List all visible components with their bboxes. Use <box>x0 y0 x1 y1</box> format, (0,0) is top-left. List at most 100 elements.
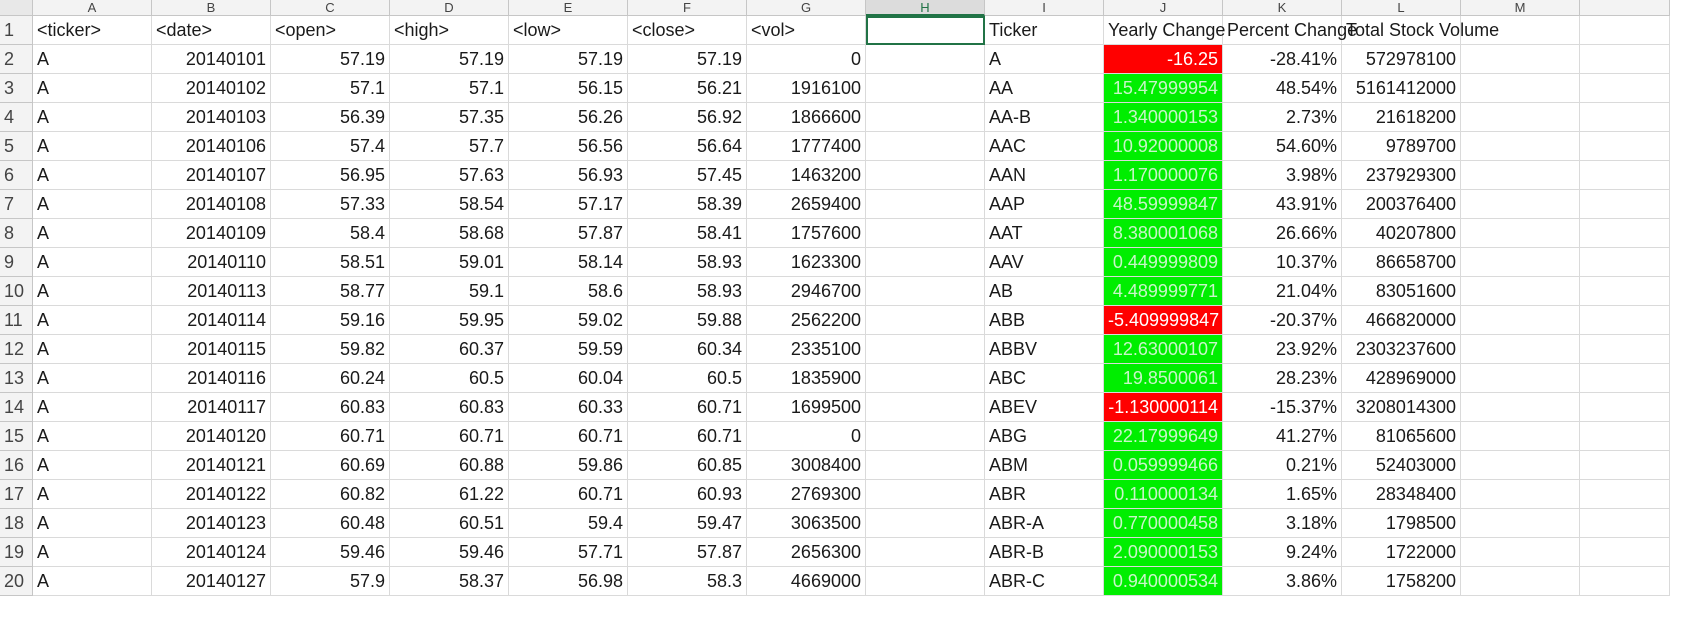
row-header-2[interactable]: 2 <box>0 45 33 74</box>
cell-i3[interactable]: AA <box>985 74 1104 103</box>
cell-d12[interactable]: 60.37 <box>390 335 509 364</box>
cell-f6[interactable]: 57.45 <box>628 161 747 190</box>
cell-g16[interactable]: 3008400 <box>747 451 866 480</box>
cell-h6[interactable] <box>866 161 985 190</box>
cell-g9[interactable]: 1623300 <box>747 248 866 277</box>
cell-f13[interactable]: 60.5 <box>628 364 747 393</box>
cell-b8[interactable]: 20140109 <box>152 219 271 248</box>
cell-e16[interactable]: 59.86 <box>509 451 628 480</box>
cell-j20[interactable]: 0.940000534 <box>1104 567 1223 596</box>
cell-e4[interactable]: 56.26 <box>509 103 628 132</box>
cell-g8[interactable]: 1757600 <box>747 219 866 248</box>
cell-m20[interactable] <box>1461 567 1580 596</box>
cell-h17[interactable] <box>866 480 985 509</box>
cell-h19[interactable] <box>866 538 985 567</box>
cell-h18[interactable] <box>866 509 985 538</box>
cell-j13[interactable]: 19.8500061 <box>1104 364 1223 393</box>
cell-l10[interactable]: 83051600 <box>1342 277 1461 306</box>
cell-a12[interactable]: A <box>33 335 152 364</box>
cell-a4[interactable]: A <box>33 103 152 132</box>
cell-k15[interactable]: 41.27% <box>1223 422 1342 451</box>
cell-a13[interactable]: A <box>33 364 152 393</box>
cell-k3[interactable]: 48.54% <box>1223 74 1342 103</box>
cell-b17[interactable]: 20140122 <box>152 480 271 509</box>
cell-a9[interactable]: A <box>33 248 152 277</box>
cell-c9[interactable]: 58.51 <box>271 248 390 277</box>
cell-e8[interactable]: 57.87 <box>509 219 628 248</box>
cell-l13[interactable]: 428969000 <box>1342 364 1461 393</box>
cell-a6[interactable]: A <box>33 161 152 190</box>
cell-l15[interactable]: 81065600 <box>1342 422 1461 451</box>
row-header-12[interactable]: 12 <box>0 335 33 364</box>
column-header-d[interactable]: D <box>390 0 509 16</box>
cell-c20[interactable]: 57.9 <box>271 567 390 596</box>
cell-f14[interactable]: 60.71 <box>628 393 747 422</box>
cell-a8[interactable]: A <box>33 219 152 248</box>
cell-k19[interactable]: 9.24% <box>1223 538 1342 567</box>
cell-g6[interactable]: 1463200 <box>747 161 866 190</box>
row-header-7[interactable]: 7 <box>0 190 33 219</box>
cell-d16[interactable]: 60.88 <box>390 451 509 480</box>
column-header-k[interactable]: K <box>1223 0 1342 16</box>
cell-b20[interactable]: 20140127 <box>152 567 271 596</box>
cell-j16[interactable]: 0.059999466 <box>1104 451 1223 480</box>
cell-l3[interactable]: 5161412000 <box>1342 74 1461 103</box>
cell-d13[interactable]: 60.5 <box>390 364 509 393</box>
cell-l14[interactable]: 3208014300 <box>1342 393 1461 422</box>
cell-a1[interactable]: <ticker> <box>33 16 152 45</box>
cell-e3[interactable]: 56.15 <box>509 74 628 103</box>
cell-a11[interactable]: A <box>33 306 152 335</box>
cell-d19[interactable]: 59.46 <box>390 538 509 567</box>
cell-g14[interactable]: 1699500 <box>747 393 866 422</box>
cell-m5[interactable] <box>1461 132 1580 161</box>
cell-m18[interactable] <box>1461 509 1580 538</box>
cell-f19[interactable]: 57.87 <box>628 538 747 567</box>
cell-e10[interactable]: 58.6 <box>509 277 628 306</box>
cell-m8[interactable] <box>1461 219 1580 248</box>
cell-l1[interactable]: Total Stock Volume <box>1342 16 1499 45</box>
cell-b11[interactable]: 20140114 <box>152 306 271 335</box>
cell-b13[interactable]: 20140116 <box>152 364 271 393</box>
cell-d11[interactable]: 59.95 <box>390 306 509 335</box>
cell-e7[interactable]: 57.17 <box>509 190 628 219</box>
cell-k9[interactable]: 10.37% <box>1223 248 1342 277</box>
cell-g2[interactable]: 0 <box>747 45 866 74</box>
cell-i17[interactable]: ABR <box>985 480 1104 509</box>
cell-j15[interactable]: 22.17999649 <box>1104 422 1223 451</box>
cell-h5[interactable] <box>866 132 985 161</box>
cell-m1[interactable] <box>1461 16 1580 45</box>
cell-f1[interactable]: <close> <box>628 16 747 45</box>
cell-f9[interactable]: 58.93 <box>628 248 747 277</box>
cell-j19[interactable]: 2.090000153 <box>1104 538 1223 567</box>
cell-j17[interactable]: 0.110000134 <box>1104 480 1223 509</box>
cell-d10[interactable]: 59.1 <box>390 277 509 306</box>
cell-e5[interactable]: 56.56 <box>509 132 628 161</box>
row-header-13[interactable]: 13 <box>0 364 33 393</box>
cell-j3[interactable]: 15.47999954 <box>1104 74 1223 103</box>
cell-f12[interactable]: 60.34 <box>628 335 747 364</box>
cell-c18[interactable]: 60.48 <box>271 509 390 538</box>
cell-l20[interactable]: 1758200 <box>1342 567 1461 596</box>
cell-k14[interactable]: -15.37% <box>1223 393 1342 422</box>
column-header-a[interactable]: A <box>33 0 152 16</box>
cell-b1[interactable]: <date> <box>152 16 271 45</box>
cell-m11[interactable] <box>1461 306 1580 335</box>
cell-f11[interactable]: 59.88 <box>628 306 747 335</box>
cell-g5[interactable]: 1777400 <box>747 132 866 161</box>
column-header-m[interactable]: M <box>1461 0 1580 16</box>
cell-h20[interactable] <box>866 567 985 596</box>
cell-l12[interactable]: 2303237600 <box>1342 335 1461 364</box>
column-header-b[interactable]: B <box>152 0 271 16</box>
cell-b18[interactable]: 20140123 <box>152 509 271 538</box>
cell-a3[interactable]: A <box>33 74 152 103</box>
cell-d6[interactable]: 57.63 <box>390 161 509 190</box>
column-header-c[interactable]: C <box>271 0 390 16</box>
cell-c5[interactable]: 57.4 <box>271 132 390 161</box>
cell-m19[interactable] <box>1461 538 1580 567</box>
cell-i6[interactable]: AAN <box>985 161 1104 190</box>
cell-c16[interactable]: 60.69 <box>271 451 390 480</box>
cell-c8[interactable]: 58.4 <box>271 219 390 248</box>
cell-d18[interactable]: 60.51 <box>390 509 509 538</box>
cell-d4[interactable]: 57.35 <box>390 103 509 132</box>
cell-k16[interactable]: 0.21% <box>1223 451 1342 480</box>
